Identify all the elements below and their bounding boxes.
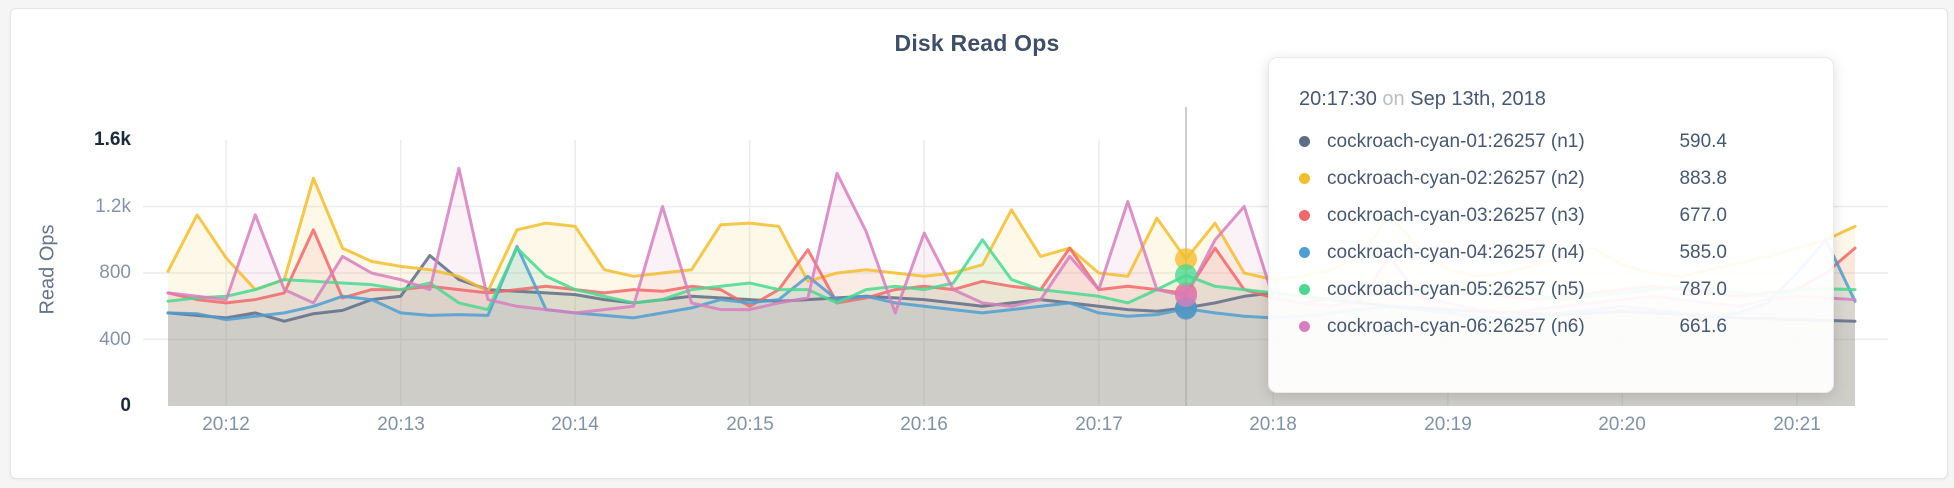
- x-tick-label: 20:12: [202, 414, 250, 435]
- x-tick-label: 20:17: [1075, 414, 1123, 435]
- hover-dot-n2: [1175, 248, 1197, 271]
- tooltip-on-word: on: [1382, 88, 1405, 110]
- series-name: cockroach-cyan-01:26257 (n1): [1327, 130, 1585, 152]
- tooltip-row: cockroach-cyan-01:26257 (n1) 590.4: [1299, 123, 1833, 160]
- series-color-dot: [1299, 321, 1310, 332]
- tooltip-date: Sep 13th, 2018: [1410, 88, 1546, 110]
- chart-title: Disk Read Ops: [894, 30, 1060, 56]
- series-color-dot: [1299, 247, 1310, 258]
- series-name: cockroach-cyan-05:26257 (n5): [1327, 278, 1585, 300]
- tooltip-row: cockroach-cyan-04:26257 (n4) 585.0: [1299, 234, 1833, 271]
- tooltip-time: 20:17:30: [1299, 88, 1377, 110]
- x-tick-label: 20:14: [551, 414, 599, 435]
- x-tick-label: 20:18: [1249, 414, 1297, 435]
- series-name: cockroach-cyan-04:26257 (n4): [1327, 241, 1585, 263]
- series-name: cockroach-cyan-06:26257 (n6): [1327, 315, 1585, 337]
- series-value: 590.4: [1679, 130, 1727, 152]
- y-tick-label: 0: [120, 395, 131, 416]
- x-tick-label: 20:16: [900, 414, 948, 435]
- x-tick-label: 20:13: [377, 414, 425, 435]
- tooltip-header: 20:17:30 on Sep 13th, 2018: [1299, 88, 1833, 111]
- series-value: 883.8: [1679, 167, 1727, 189]
- y-tick-label: 1.2k: [95, 196, 131, 217]
- x-tick-label: 20:15: [726, 414, 774, 435]
- x-tick-label: 20:19: [1424, 414, 1472, 435]
- tooltip-row: cockroach-cyan-03:26257 (n3) 677.0: [1299, 197, 1833, 234]
- y-tick-label: 400: [99, 329, 131, 350]
- hover-dot-n5: [1175, 264, 1197, 287]
- series-color-dot: [1299, 173, 1310, 184]
- series-color-dot: [1299, 136, 1310, 147]
- hover-dots: [1175, 248, 1197, 320]
- x-tick-label: 20:20: [1598, 414, 1646, 435]
- tooltip-row: cockroach-cyan-06:26257 (n6) 661.6: [1299, 308, 1833, 345]
- x-tick-label: 20:21: [1773, 414, 1821, 435]
- series-color-dot: [1299, 284, 1310, 295]
- tooltip-rows: cockroach-cyan-01:26257 (n1) 590.4 cockroa…: [1299, 123, 1833, 345]
- series-value: 585.0: [1679, 241, 1727, 263]
- series-value: 661.6: [1679, 315, 1727, 337]
- series-name: cockroach-cyan-03:26257 (n3): [1327, 204, 1585, 226]
- y-tick-label: 1.6k: [94, 129, 131, 150]
- series-value: 787.0: [1679, 278, 1727, 300]
- chart-tooltip: 20:17:30 on Sep 13th, 2018 cockroach-cya…: [1268, 57, 1834, 393]
- tooltip-row: cockroach-cyan-02:26257 (n2) 883.8: [1299, 160, 1833, 197]
- hover-dot-n6: [1175, 285, 1197, 307]
- series-value: 677.0: [1679, 204, 1727, 226]
- y-tick-label: 800: [99, 262, 131, 283]
- series-name: cockroach-cyan-02:26257 (n2): [1327, 167, 1585, 189]
- tooltip-row: cockroach-cyan-05:26257 (n5) 787.0: [1299, 271, 1833, 308]
- series-color-dot: [1299, 210, 1310, 221]
